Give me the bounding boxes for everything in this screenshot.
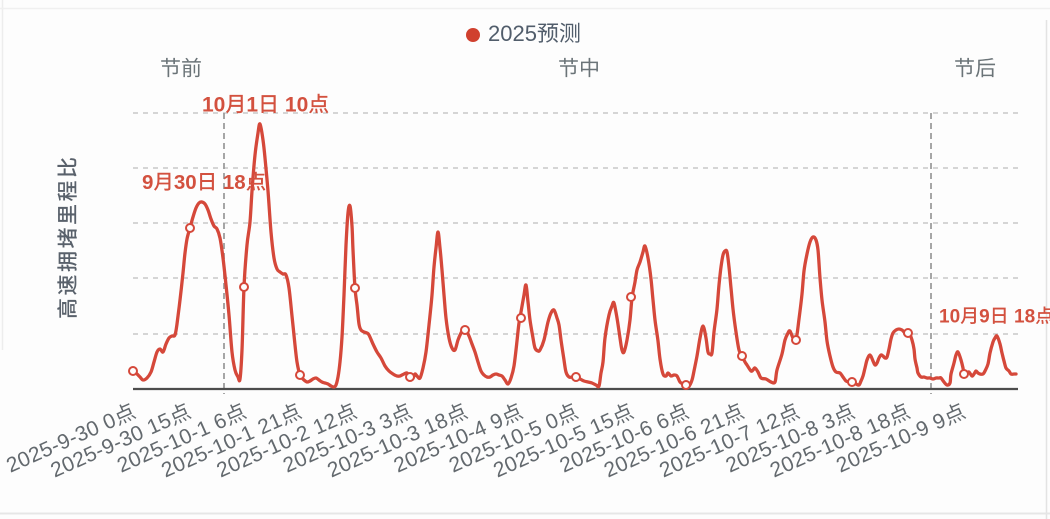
svg-text:30: 30 — [174, 171, 197, 194]
svg-text:18: 18 — [1014, 307, 1035, 328]
svg-text:10: 10 — [202, 94, 225, 117]
svg-text:1: 1 — [246, 94, 258, 117]
svg-text:10: 10 — [285, 94, 308, 117]
svg-text:10: 10 — [939, 307, 960, 328]
svg-text:9: 9 — [979, 307, 990, 328]
svg-text:2025: 2025 — [488, 21, 537, 46]
svg-text:18: 18 — [223, 171, 246, 194]
svg-text:9: 9 — [142, 171, 153, 194]
